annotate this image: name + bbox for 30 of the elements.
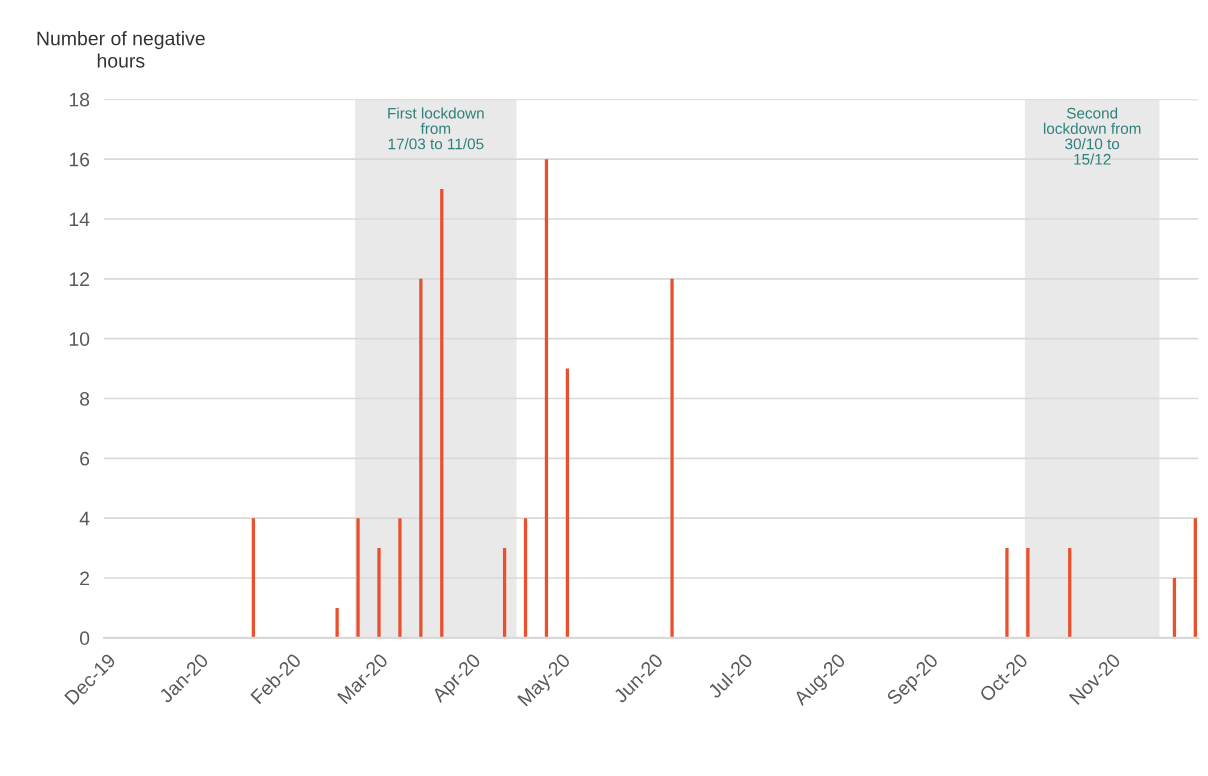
band-label: Second lockdown from 30/10 to 15/12	[1043, 107, 1141, 165]
y-axis-title: Number of negative hours	[37, 31, 205, 68]
y-tick-label: 10	[69, 332, 90, 346]
bar	[1068, 548, 1072, 638]
bar	[356, 518, 360, 638]
bar	[398, 518, 402, 638]
y-tick-label: 8	[80, 391, 90, 406]
y-tick-label: 6	[80, 451, 90, 466]
bar	[523, 518, 528, 638]
y-tick-label: 4	[79, 511, 90, 526]
bar	[544, 159, 549, 638]
bar	[1005, 548, 1009, 638]
y-tick-label: 14	[69, 212, 90, 227]
y-tick-label: 12	[69, 272, 90, 286]
bar	[670, 278, 674, 638]
bar	[502, 548, 507, 638]
bar	[440, 189, 444, 638]
bar	[1193, 518, 1197, 638]
y-tick-label: 16	[69, 152, 90, 167]
y-tick-label: 18	[69, 92, 90, 107]
bar	[1026, 548, 1030, 638]
bar	[377, 548, 381, 638]
bar	[251, 518, 256, 638]
bar	[1172, 578, 1177, 638]
y-tick-label: 0	[79, 631, 90, 646]
bar	[419, 278, 423, 638]
y-tick-label: 2	[80, 571, 90, 586]
bar	[565, 368, 570, 638]
bar	[335, 607, 339, 638]
band-label: First lockdown from 17/03 to 11/05	[388, 107, 484, 150]
